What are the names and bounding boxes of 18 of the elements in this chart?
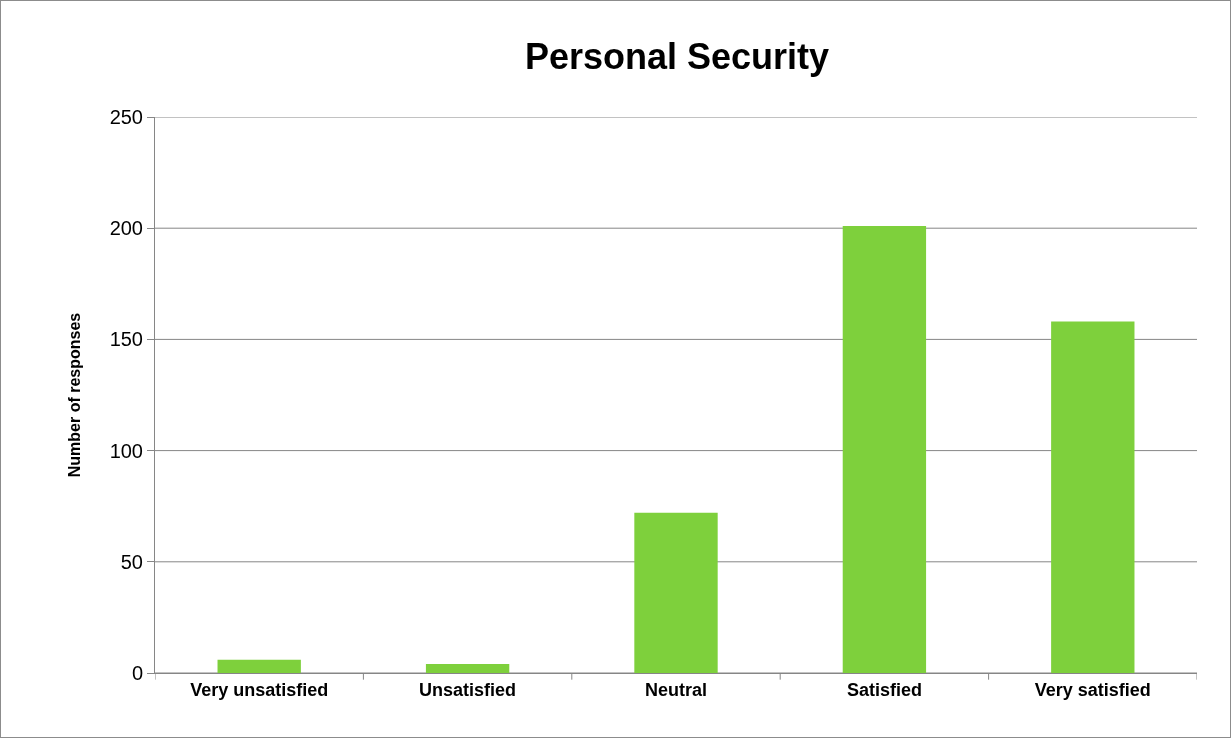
y-axis-title: Number of responses [65,312,83,478]
y-tick-label: 200 [109,217,143,240]
x-tick-label: Very unsatisfied [190,679,329,700]
bar [425,664,510,673]
y-tick-label: 0 [131,662,143,684]
bar [1051,321,1135,673]
bar [634,512,718,673]
x-tick-label: Very satisfied [1034,679,1151,700]
bar [217,659,301,673]
x-tick-label: Satisfied [846,679,922,700]
y-tick-label: 100 [109,439,143,462]
x-tick-label: Unsatisfied [419,679,517,700]
x-tick-label: Neutral [644,679,708,700]
y-tick-label: 50 [120,550,143,573]
y-tick-label: 250 [109,106,143,128]
chart-title: Personal Security [524,35,830,77]
y-tick-label: 150 [109,328,143,351]
bar [842,225,927,673]
